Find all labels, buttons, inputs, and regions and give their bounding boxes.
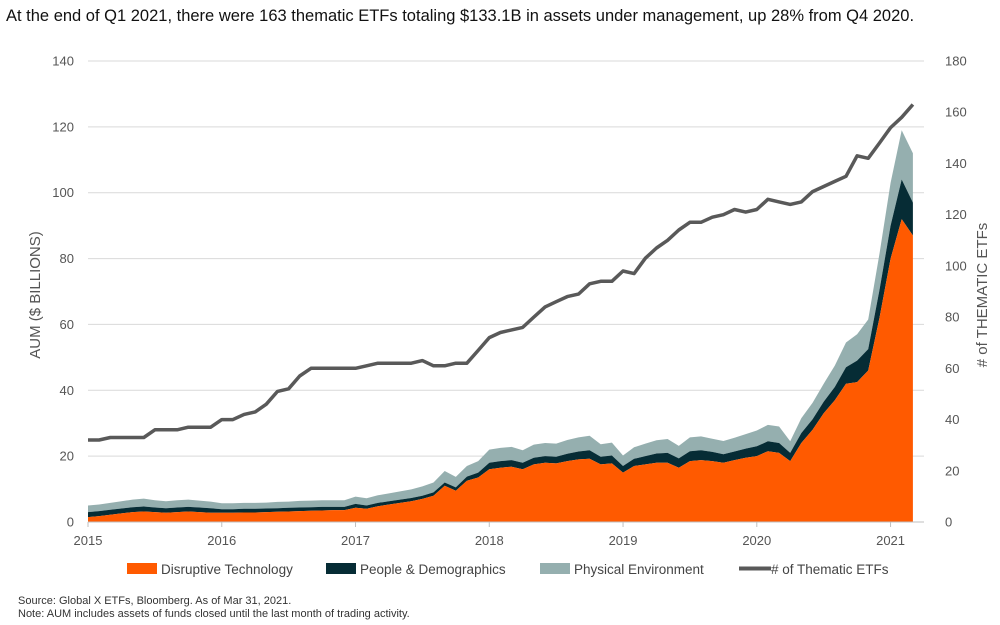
y2-tick-label: 0 xyxy=(945,515,952,530)
y-tick-label: 20 xyxy=(60,449,74,464)
area-disruptive-technology xyxy=(88,219,913,522)
source-note: Source: Global X ETFs, Bloomberg. As of … xyxy=(18,595,292,607)
y2-tick-label: 20 xyxy=(945,463,959,478)
y2-tick-label: 80 xyxy=(945,310,959,325)
footnotes: Source: Global X ETFs, Bloomberg. As of … xyxy=(18,595,410,621)
y2-tick-label: 120 xyxy=(945,207,967,222)
axes: 0 20 40 60 80 100 120 140 0 20 40 60 80 100 120 140 160 1… xyxy=(52,54,966,549)
legend: Disruptive Technology People & Demographi… xyxy=(127,562,889,577)
y2-tick-label: 160 xyxy=(945,105,967,120)
y-tick-label: 140 xyxy=(52,54,74,69)
gridlines xyxy=(88,60,924,457)
legend-disruptive-technology-label: Disruptive Technology xyxy=(161,562,293,577)
x-tick-label: 2019 xyxy=(609,533,638,548)
x-tick-label: 2015 xyxy=(74,533,103,548)
y-axis-title: AUM ($ BILLIONS) xyxy=(27,231,44,359)
y2-tick-label: 140 xyxy=(945,156,967,171)
legend-physical-environment-label: Physical Environment xyxy=(574,562,704,577)
y-tick-label: 40 xyxy=(60,383,74,398)
legend-people-demographics-label: People & Demographics xyxy=(360,562,506,577)
x-tick-label: 2020 xyxy=(742,533,771,548)
y2-axis-title: # of THEMATIC ETFs xyxy=(974,223,991,367)
x-tick-label: 2017 xyxy=(341,533,370,548)
x-tick-label: 2021 xyxy=(876,533,905,548)
y-tick-label: 120 xyxy=(52,119,74,134)
y2-tick-label: 180 xyxy=(945,54,967,69)
legend-people-demographics-swatch xyxy=(326,563,356,574)
x-tick-label: 2018 xyxy=(475,533,504,548)
y2-tick-label: 60 xyxy=(945,361,959,376)
etf-count-series xyxy=(88,103,915,442)
chart-title: At the end of Q1 2021, there were 163 th… xyxy=(6,7,915,25)
legend-physical-environment-swatch xyxy=(540,563,570,574)
y2-tick-label: 40 xyxy=(945,412,959,427)
x-tick-label: 2016 xyxy=(207,533,236,548)
stacked-areas xyxy=(88,130,913,522)
etf-count-line xyxy=(88,103,915,442)
y-tick-label: 100 xyxy=(52,185,74,200)
y-tick-label: 0 xyxy=(67,515,74,530)
aum-note: Note: AUM includes assets of funds close… xyxy=(18,608,410,620)
y-tick-label: 60 xyxy=(60,317,74,332)
y-tick-label: 80 xyxy=(60,251,74,266)
legend-thematic-etfs-label: # of Thematic ETFs xyxy=(771,562,889,577)
y2-tick-label: 100 xyxy=(945,258,967,273)
legend-disruptive-technology-swatch xyxy=(127,563,157,574)
